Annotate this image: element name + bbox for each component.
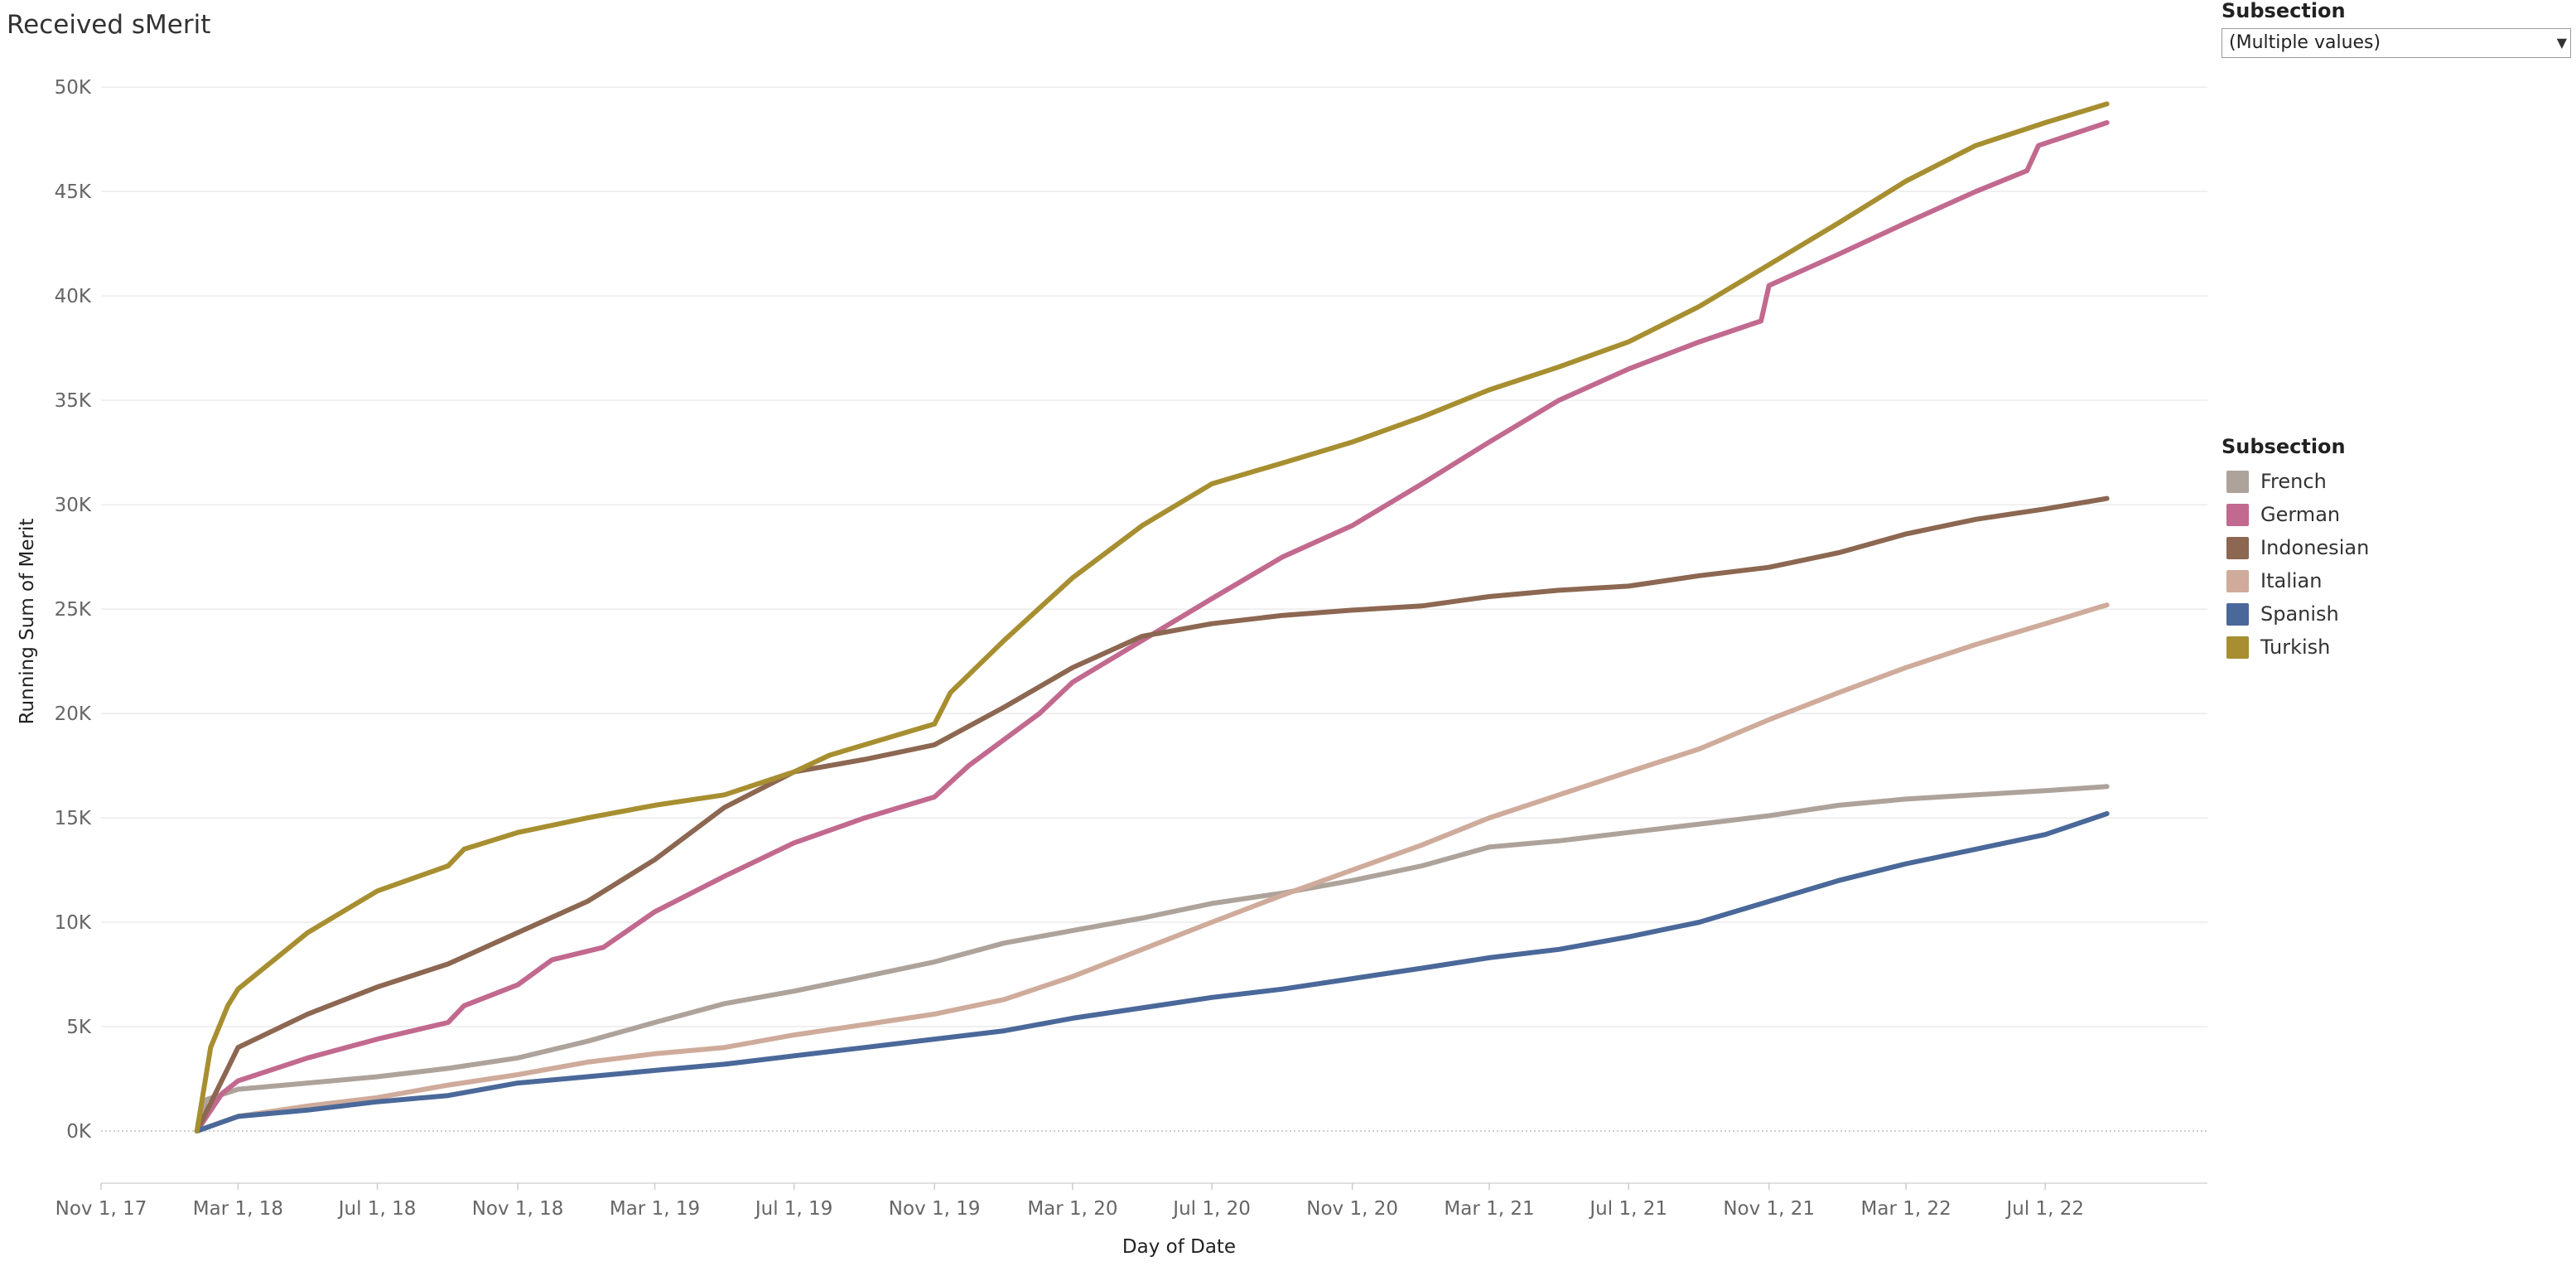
legend-label: Indonesian <box>2260 536 2370 559</box>
y-tick-label: 20K <box>55 703 92 725</box>
x-tick-label: Nov 1, 17 <box>55 1198 147 1220</box>
x-tick-label: Nov 1, 20 <box>1306 1198 1398 1220</box>
series-line-turkish <box>194 101 2110 1133</box>
y-tick-label: 45K <box>55 181 92 203</box>
x-tick-label: Jul 1, 18 <box>337 1198 417 1220</box>
line-chart: 0K 5K 10K 15K 20K 25K 30K 35K 40K 45K 50K Nov 1, 17… <box>17 77 2207 1258</box>
y-tick-label: 25K <box>55 599 92 621</box>
legend-item-spanish[interactable]: Spanish <box>2221 597 2569 631</box>
x-tick-label: Mar 1, 21 <box>1444 1198 1534 1220</box>
legend-item-italian[interactable]: Italian <box>2221 564 2569 597</box>
legend-swatch <box>2226 569 2249 592</box>
x-tick-label: Mar 1, 18 <box>193 1198 283 1220</box>
legend-swatch <box>2226 536 2249 559</box>
legend-label: Italian <box>2260 569 2323 592</box>
legend-item-german[interactable]: German <box>2221 498 2569 531</box>
x-tick-label: Jul 1, 19 <box>754 1198 833 1220</box>
legend-swatch <box>2226 636 2249 659</box>
legend-item-french[interactable]: French <box>2221 465 2569 498</box>
legend-swatch <box>2226 503 2249 526</box>
filter-label: Subsection <box>2221 0 2346 22</box>
legend-swatch <box>2226 602 2249 626</box>
y-tick-label: 30K <box>55 495 92 516</box>
x-tick-label: Nov 1, 21 <box>1723 1198 1815 1220</box>
dropdown-value: (Multiple values) <box>2229 32 2381 53</box>
x-tick-label: Nov 1, 19 <box>889 1198 981 1220</box>
y-tick-label: 0K <box>66 1121 92 1143</box>
y-tick-label: 35K <box>55 390 92 412</box>
x-tick-label: Mar 1, 20 <box>1027 1198 1117 1220</box>
x-tick-label: Jul 1, 21 <box>1588 1198 1667 1220</box>
y-tick-label: 5K <box>66 1017 92 1038</box>
y-tick-label: 15K <box>55 808 92 829</box>
series-line-italian <box>194 602 2110 1133</box>
legend-label: German <box>2260 503 2341 526</box>
legend-label: Spanish <box>2260 602 2339 626</box>
x-tick-label: Mar 1, 22 <box>1861 1198 1951 1220</box>
legend-label: French <box>2260 470 2327 493</box>
legend: Subsection French German Indonesian Italian… <box>2221 435 2569 664</box>
legend-title: Subsection <box>2221 435 2346 458</box>
x-tick-label: Jul 1, 22 <box>2004 1198 2084 1220</box>
x-tick-label: Mar 1, 19 <box>610 1198 700 1220</box>
x-axis-title: Day of Date <box>1122 1236 1236 1258</box>
x-tick-label: Nov 1, 18 <box>472 1198 564 1220</box>
subsection-filter: Subsection (Multiple values) ▼ <box>2221 0 2576 58</box>
x-tick-label: Jul 1, 20 <box>1171 1198 1251 1220</box>
legend-item-indonesian[interactable]: Indonesian <box>2221 531 2569 564</box>
legend-item-turkish[interactable]: Turkish <box>2221 631 2569 664</box>
chevron-down-icon[interactable]: ▼ <box>2556 35 2567 51</box>
legend-label: Turkish <box>2260 636 2331 659</box>
y-tick-label: 40K <box>55 286 92 307</box>
legend-swatch <box>2226 470 2249 493</box>
y-tick-label: 10K <box>55 912 92 934</box>
series-line-indonesian <box>194 495 2110 1133</box>
series-line-german <box>194 120 2110 1133</box>
y-tick-label: 50K <box>55 77 92 99</box>
series-line-spanish <box>194 811 2110 1133</box>
series-line-french <box>194 784 2110 1133</box>
chart-title: Received sMerit <box>7 10 211 40</box>
y-axis-title: Running Sum of Merit <box>17 519 38 725</box>
subsection-dropdown[interactable]: (Multiple values) ▼ <box>2221 28 2571 58</box>
